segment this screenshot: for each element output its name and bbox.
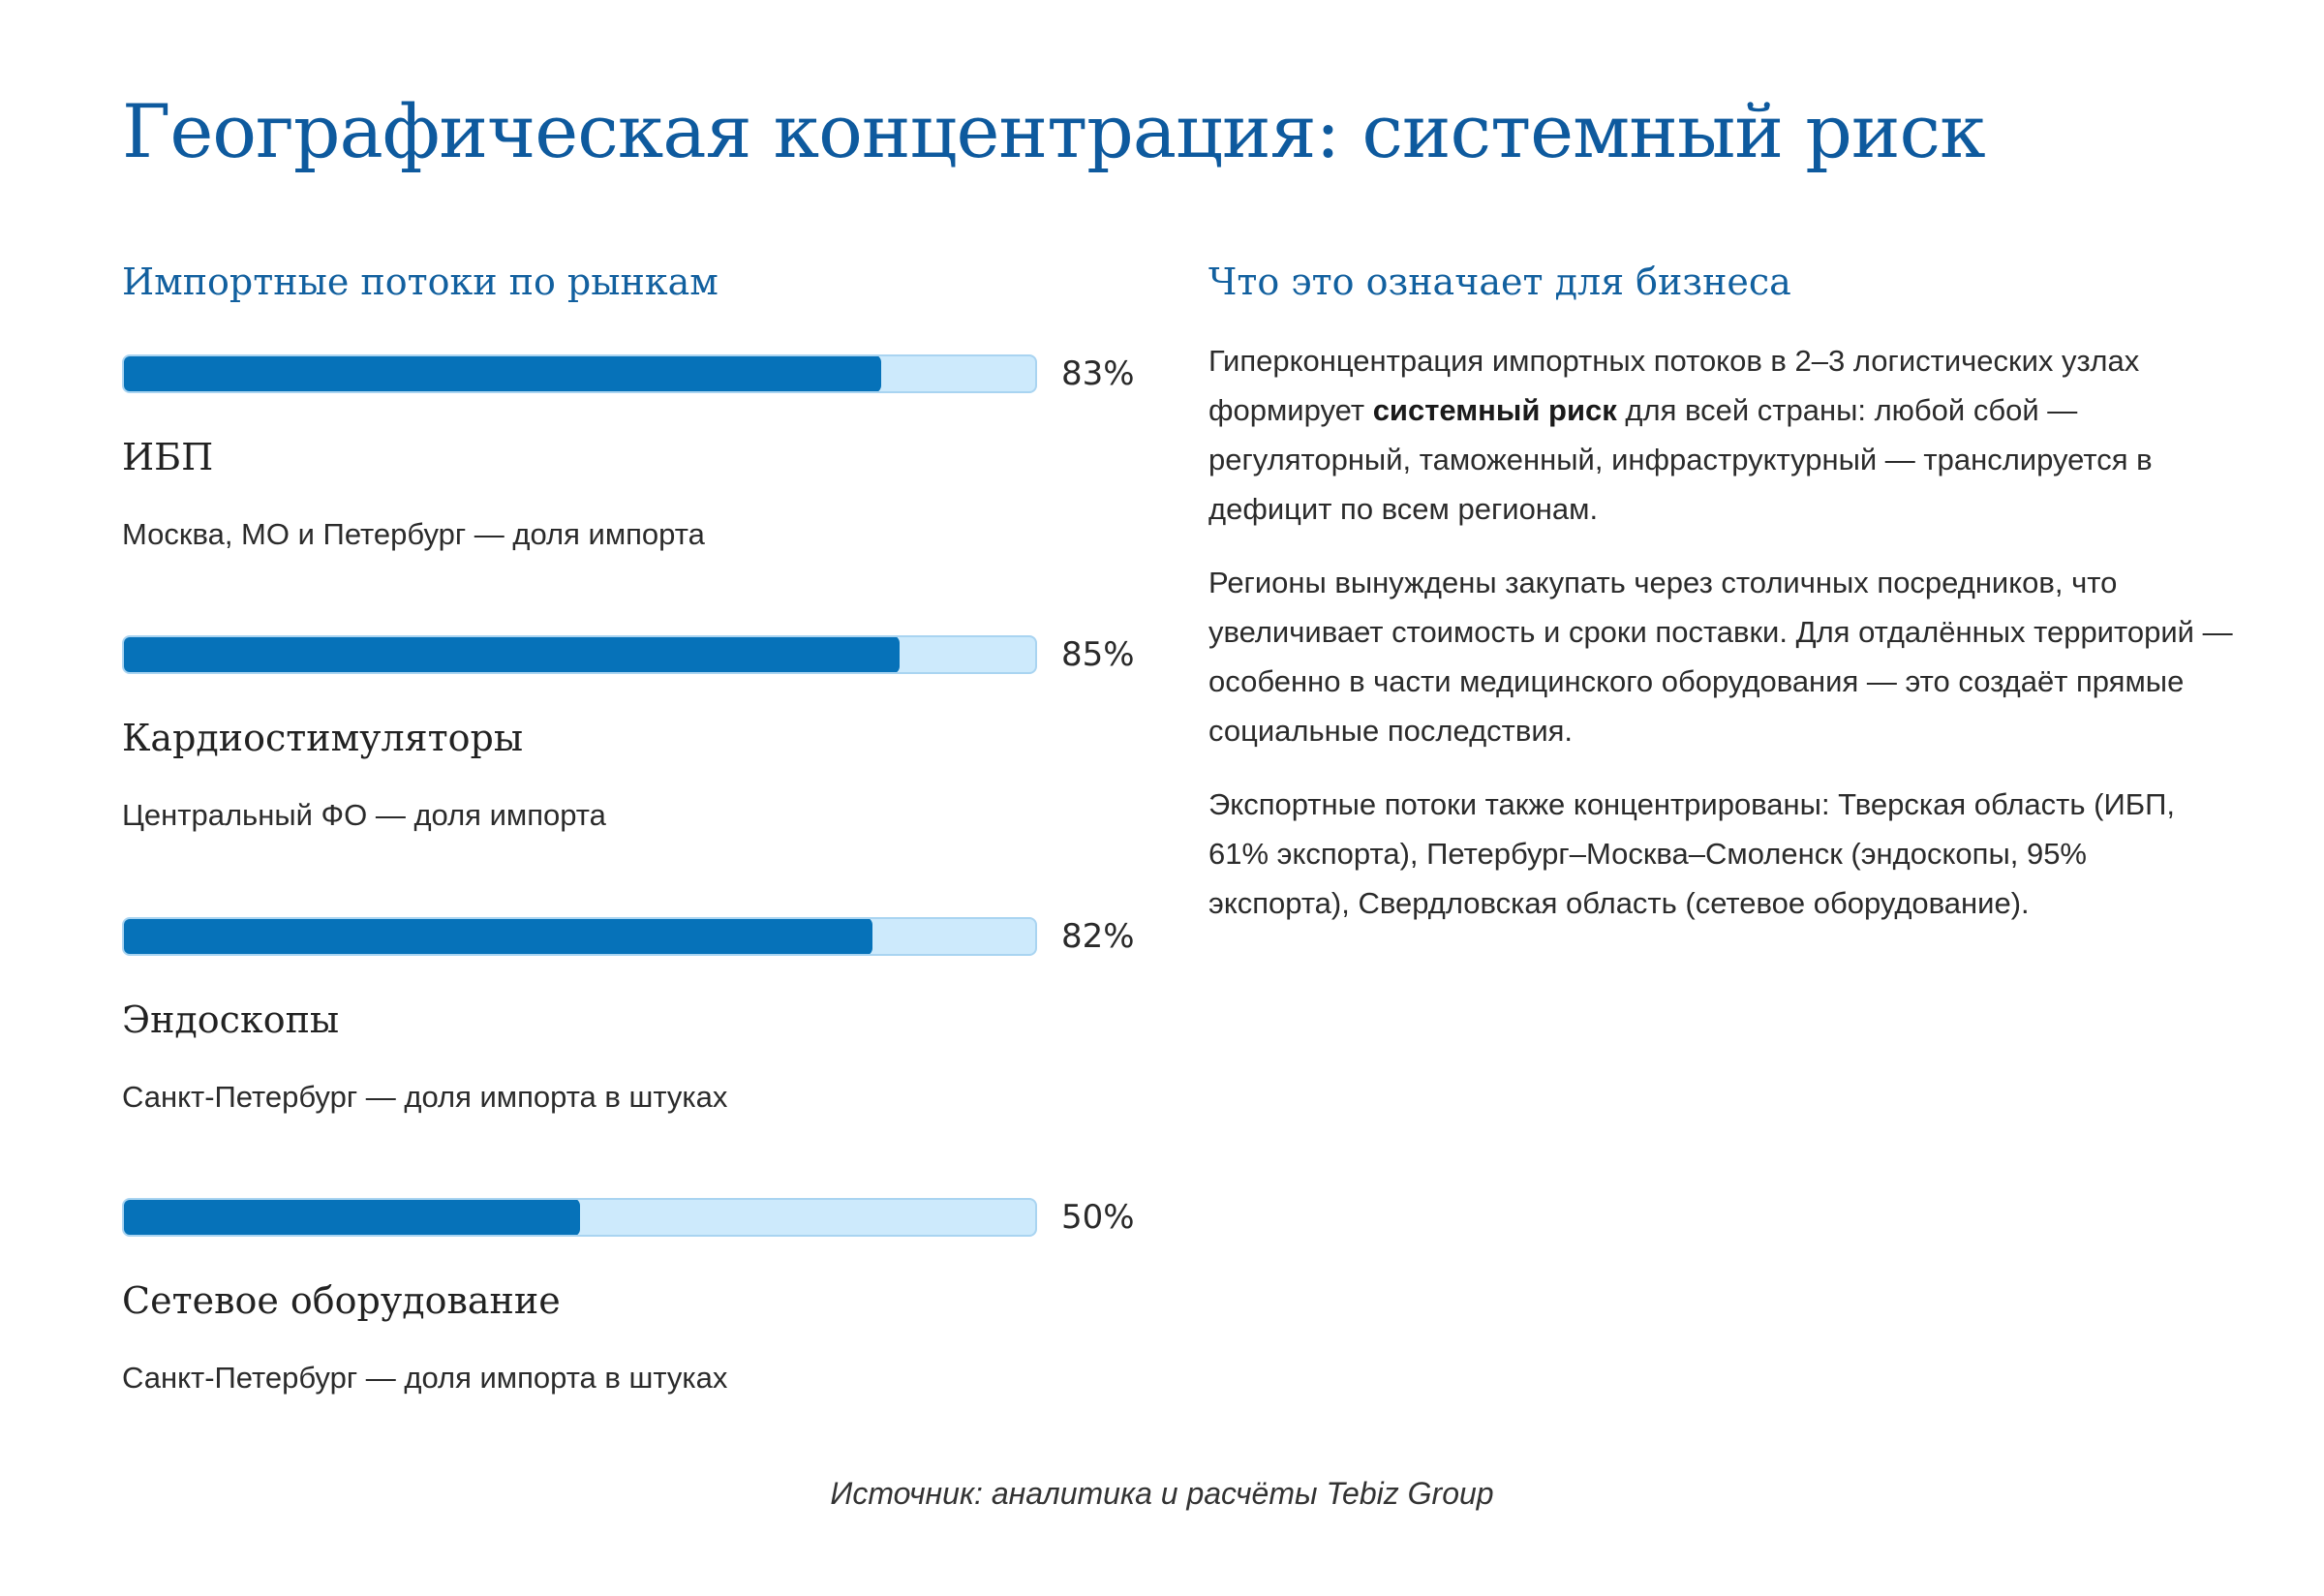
bar-fill <box>124 356 881 391</box>
market-item: 83% ИБП Москва, МО и Петербург — доля импо… <box>122 354 1148 626</box>
bar-value-label: 85% <box>1061 635 1135 674</box>
import-flows-heading: Импортные потоки по рынкам <box>122 261 719 303</box>
bar-value-label: 82% <box>1061 917 1135 956</box>
paragraph-text: для всей страны: любой сбой — регуляторн… <box>1208 393 2153 526</box>
category-note: Санкт-Петербург — доля импорта в штуках <box>122 1361 728 1395</box>
bar-fill <box>124 1200 580 1235</box>
paragraph-export-flows: Экспортные потоки также концентрированы:… <box>1208 787 2175 920</box>
category-label: ИБП <box>122 436 214 478</box>
source-note: Источник: аналитика и расчёты Tebiz Grou… <box>830 1476 1494 1511</box>
business-impact-text: Гиперконцентрация импортных потоков в 2–… <box>1208 336 2235 952</box>
category-label: Кардиостимуляторы <box>122 717 524 759</box>
category-note: Санкт-Петербург — доля импорта в штуках <box>122 1080 728 1114</box>
bar-track <box>122 354 1037 393</box>
bar-track <box>122 635 1037 674</box>
market-item: 85% Кардиостимуляторы Центральный ФО — дол… <box>122 635 1148 906</box>
bar-fill <box>124 637 900 672</box>
category-label: Сетевое оборудование <box>122 1279 561 1322</box>
bar-fill <box>124 919 872 954</box>
systemic-risk-emphasis: системный риск <box>1372 393 1617 427</box>
bar-track <box>122 1198 1037 1237</box>
bar-value-label: 83% <box>1061 354 1135 393</box>
paragraph-systemic-risk: Гиперконцентрация импортных потоков в 2–… <box>1208 336 2235 534</box>
market-item: 82% Эндоскопы Санкт-Петербург — доля импор… <box>122 917 1148 1188</box>
paragraph-regions: Регионы вынуждены закупать через столичн… <box>1208 566 2233 748</box>
bar-value-label: 50% <box>1061 1198 1135 1237</box>
business-impact-heading: Что это означает для бизнеса <box>1208 261 1791 303</box>
bar-track <box>122 917 1037 956</box>
category-note: Центральный ФО — доля импорта <box>122 798 606 832</box>
paragraph-text: Гиперконцентрация импортных потоков в 2–… <box>1208 344 2140 427</box>
category-note: Москва, МО и Петербург — доля импорта <box>122 517 705 551</box>
category-label: Эндоскопы <box>122 998 340 1041</box>
page-title: Географическая концентрация: системный р… <box>122 88 1986 174</box>
market-item: 50% Сетевое оборудование Санкт-Петербург —… <box>122 1198 1148 1469</box>
